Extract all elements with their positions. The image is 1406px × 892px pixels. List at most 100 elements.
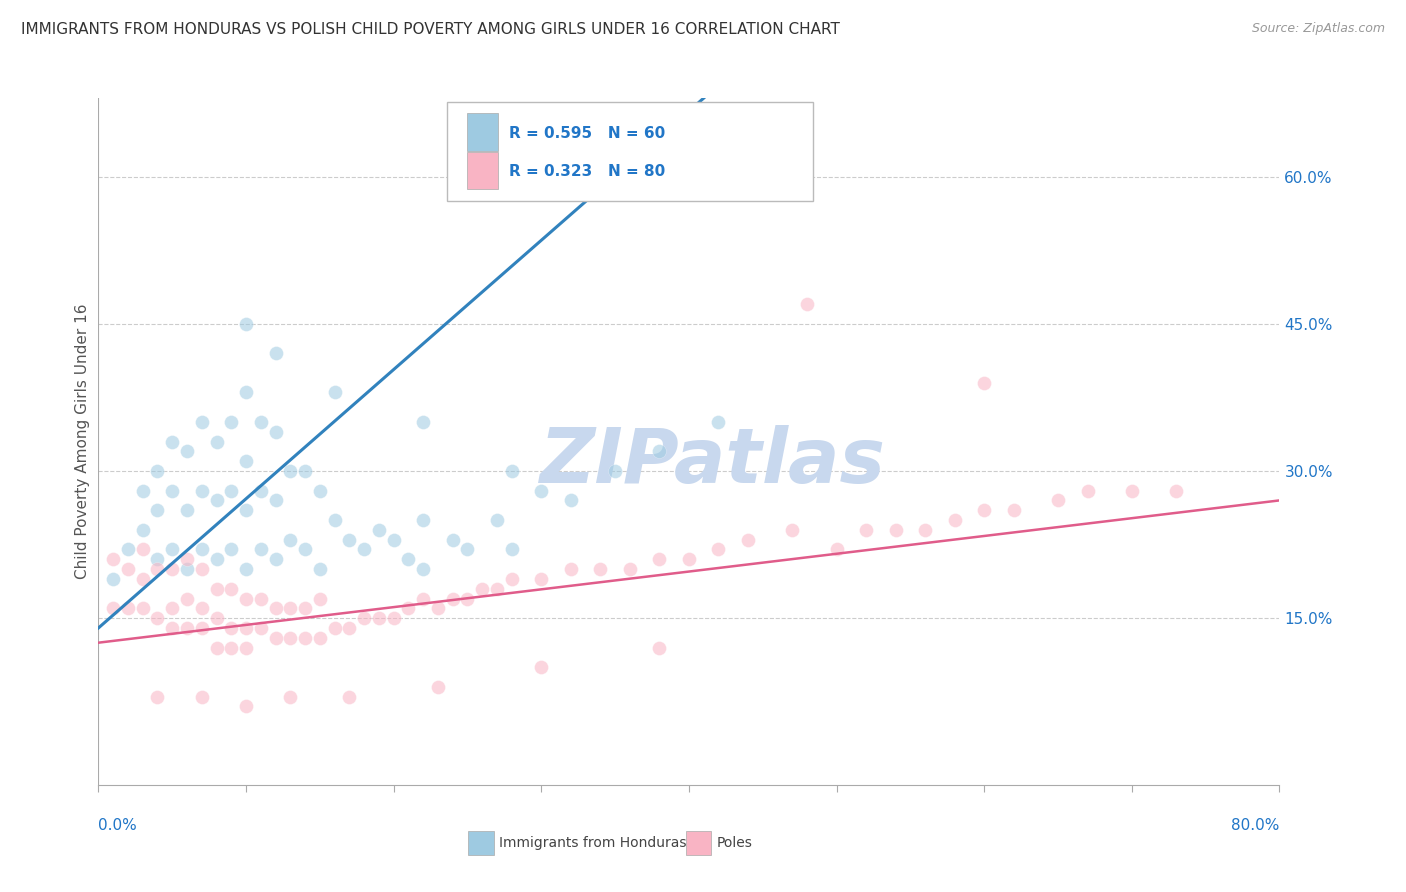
- Point: [501, 542, 523, 557]
- Point: [278, 601, 302, 615]
- Point: [132, 542, 155, 557]
- Point: [278, 690, 302, 704]
- Point: [250, 415, 273, 429]
- Point: [235, 640, 257, 655]
- Point: [782, 523, 804, 537]
- Point: [412, 591, 434, 606]
- Point: [441, 533, 464, 547]
- Point: [973, 376, 995, 390]
- Point: [103, 601, 125, 615]
- Point: [219, 640, 242, 655]
- Point: [176, 591, 198, 606]
- Point: [191, 621, 214, 635]
- Point: [855, 523, 877, 537]
- Point: [250, 621, 273, 635]
- Point: [396, 552, 419, 566]
- Point: [530, 483, 553, 498]
- Point: [278, 533, 302, 547]
- Point: [219, 542, 242, 557]
- Point: [264, 552, 287, 566]
- Point: [162, 434, 183, 449]
- Point: [368, 611, 391, 625]
- Point: [264, 631, 287, 645]
- Point: [353, 542, 375, 557]
- Point: [648, 552, 671, 566]
- Text: 80.0%: 80.0%: [1232, 818, 1279, 832]
- Point: [264, 346, 287, 360]
- Text: 0.0%: 0.0%: [98, 818, 138, 832]
- Point: [205, 493, 228, 508]
- Point: [146, 611, 169, 625]
- Point: [219, 582, 242, 596]
- Point: [530, 660, 553, 674]
- Point: [235, 503, 257, 517]
- Point: [191, 562, 214, 576]
- Point: [176, 552, 198, 566]
- Point: [205, 434, 228, 449]
- Point: [235, 591, 257, 606]
- Point: [191, 483, 214, 498]
- Point: [707, 415, 730, 429]
- Point: [337, 621, 360, 635]
- Point: [205, 582, 228, 596]
- Point: [427, 601, 450, 615]
- Point: [235, 699, 257, 714]
- Point: [678, 552, 700, 566]
- Point: [294, 542, 316, 557]
- Point: [309, 591, 332, 606]
- Point: [176, 621, 198, 635]
- Point: [309, 562, 332, 576]
- Point: [309, 483, 332, 498]
- Point: [146, 464, 169, 478]
- Point: [191, 690, 214, 704]
- Point: [441, 591, 464, 606]
- Point: [943, 513, 966, 527]
- Point: [103, 572, 125, 586]
- Point: [176, 562, 198, 576]
- Point: [146, 690, 169, 704]
- Point: [250, 542, 273, 557]
- Point: [219, 621, 242, 635]
- Y-axis label: Child Poverty Among Girls Under 16: Child Poverty Among Girls Under 16: [75, 304, 90, 579]
- Point: [382, 611, 405, 625]
- Point: [1164, 483, 1187, 498]
- Text: R = 0.595   N = 60: R = 0.595 N = 60: [509, 126, 665, 141]
- Point: [146, 562, 169, 576]
- Point: [103, 552, 125, 566]
- Point: [323, 513, 346, 527]
- Point: [162, 601, 183, 615]
- Point: [619, 562, 641, 576]
- Point: [796, 297, 818, 311]
- Point: [323, 621, 346, 635]
- Point: [264, 493, 287, 508]
- Point: [176, 444, 198, 458]
- Point: [162, 562, 183, 576]
- Point: [1002, 503, 1025, 517]
- Point: [648, 444, 671, 458]
- Point: [605, 464, 627, 478]
- Point: [278, 464, 302, 478]
- Point: [146, 552, 169, 566]
- Point: [412, 415, 434, 429]
- Point: [250, 483, 273, 498]
- Point: [235, 621, 257, 635]
- Point: [132, 483, 155, 498]
- Point: [337, 690, 360, 704]
- Point: [146, 503, 169, 517]
- Point: [309, 631, 332, 645]
- Point: [707, 542, 730, 557]
- Point: [117, 542, 139, 557]
- Point: [737, 533, 759, 547]
- Point: [501, 464, 523, 478]
- Text: Poles: Poles: [717, 836, 754, 850]
- Point: [412, 562, 434, 576]
- Point: [825, 542, 848, 557]
- Point: [648, 640, 671, 655]
- Point: [589, 562, 612, 576]
- Point: [264, 425, 287, 439]
- Point: [191, 415, 214, 429]
- Point: [132, 572, 155, 586]
- Point: [117, 562, 139, 576]
- Point: [191, 601, 214, 615]
- Point: [235, 317, 257, 331]
